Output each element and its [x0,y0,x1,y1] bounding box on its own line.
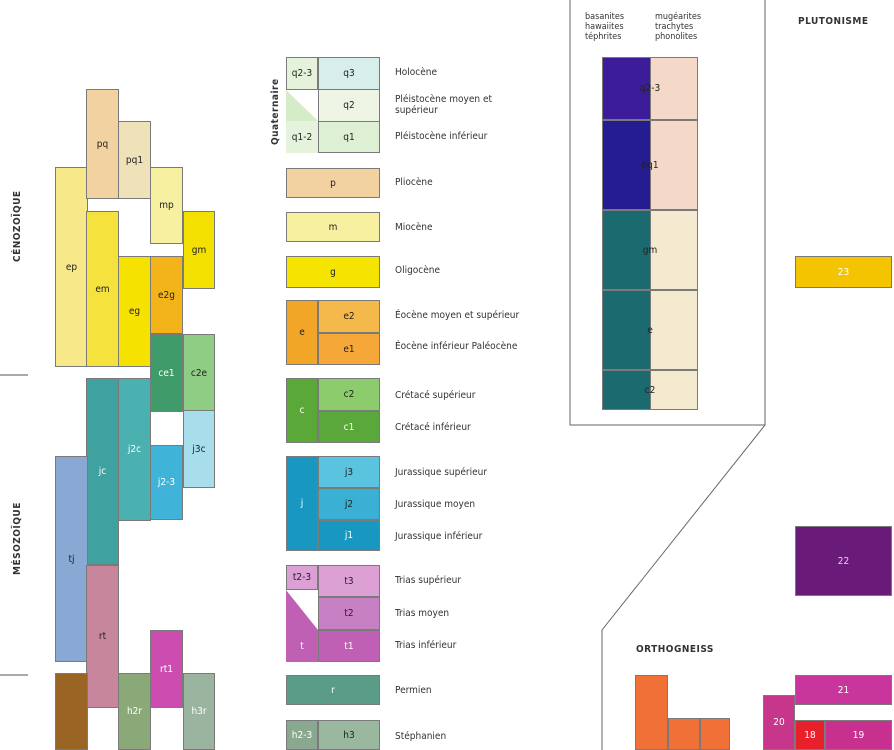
rock-name: trachytes [655,22,694,32]
unit-box: 22 [795,526,892,596]
unit-box: e1 [318,333,380,365]
unit-box: q2-3 [602,57,698,120]
period-label: Quaternaire [270,78,281,145]
unit-box: h2r [118,673,151,750]
description: Miocène [395,222,433,233]
unit-box: h2-3 [286,720,318,750]
unit-box: gm [602,210,698,290]
unit-box: j2-3 [150,445,183,520]
unit-box: t1 [318,630,380,662]
description: Stéphanien [395,731,447,742]
unit-box: p [286,168,380,198]
description: Pléistocène moyen et supérieur [395,94,493,116]
unit-box: c1 [318,411,380,443]
unit-box: c2 [602,370,698,410]
unit-box: ep [55,167,88,367]
unit-box: t3 [318,565,380,597]
unit-box: 21 [795,675,892,705]
unit-box [635,675,668,750]
unit-box: r [286,675,380,705]
unit-box: e2g [150,256,183,334]
unit-box: j [286,456,318,551]
rift-border [569,0,766,426]
description: Jurassique inférieur [395,531,483,542]
rock-name: basanites [585,12,625,22]
unit-box: m [286,212,380,242]
unit-box: c [286,378,318,443]
triangle [286,90,318,121]
unit-box: t2 [318,597,380,630]
era-label: CÉNOZOÏQUE [12,190,23,262]
unit-box: 19 [825,720,892,750]
unit-box: mp [150,167,183,244]
unit-box: j1 [318,520,380,551]
description: Jurassique moyen [395,499,476,510]
description: Jurassique supérieur [395,467,488,478]
rock-name: mugéarites [655,12,702,22]
unit-box: e [602,290,698,370]
rift-title: RIFTS PÉRI-ALPINS [588,0,683,3]
unit-box: j2c [118,378,151,521]
unit-box: tj [55,456,88,662]
unit-box: t [300,640,304,652]
unit-box: pq [86,89,119,199]
unit-box: h3r [183,673,215,750]
unit-box: rt1 [150,630,183,708]
unit-box: pq1 [118,121,151,199]
unit-box: c2 [318,378,380,411]
unit-box: ce1 [150,334,183,412]
unit-box [55,673,88,750]
unit-box: e2 [318,300,380,333]
unit-box: pq1 [602,120,698,210]
rock-name: phonolites [655,32,698,42]
unit-box [700,718,730,750]
unit-box: rt [86,565,119,708]
section-title: PLUTONISME [798,16,869,27]
unit-box: q1-2 [286,121,318,153]
unit-box: 20 [763,695,795,750]
description: Pléistocène inférieur [395,131,488,142]
description: Pliocène [395,177,433,188]
description: Trias supérieur [395,575,462,586]
unit-box: c2e [183,334,215,412]
description: Éocène inférieur Paléocène [395,341,518,352]
era-label: MÉSOZOÏQUE [12,502,23,575]
unit-box: t2-3 [286,565,318,590]
unit-box: jc [86,378,119,565]
description: Trias moyen [395,608,450,619]
description: Holocène [395,67,437,78]
unit-box: h3 [318,720,380,750]
unit-box [668,718,700,750]
description: Crétacé supérieur [395,390,476,401]
description: Éocène moyen et supérieur [395,310,520,321]
unit-box: j2 [318,488,380,520]
description: Oligocène [395,265,441,276]
unit-box: q3 [318,57,380,90]
description: Trias inférieur [395,640,457,651]
unit-box: j3c [183,410,215,488]
unit-box: gm [183,211,215,289]
unit-box: q1 [318,121,380,153]
description: Permien [395,685,432,696]
rock-name: hawaiites [585,22,624,32]
ortho-border [601,424,766,750]
unit-box: q2 [318,89,380,122]
unit-box: 18 [795,720,825,750]
unit-box: e [286,300,318,365]
unit-box: j3 [318,456,380,488]
unit-box: em [86,211,119,367]
description: Crétacé inférieur [395,422,471,433]
unit-box: g [286,256,380,288]
unit-box: q2-3 [286,57,318,90]
unit-box: eg [118,256,151,367]
unit-box: 23 [795,256,892,288]
triangle [286,590,318,662]
section-title: ORTHOGNEISS [636,644,714,655]
rock-name: téphrites [585,32,622,42]
